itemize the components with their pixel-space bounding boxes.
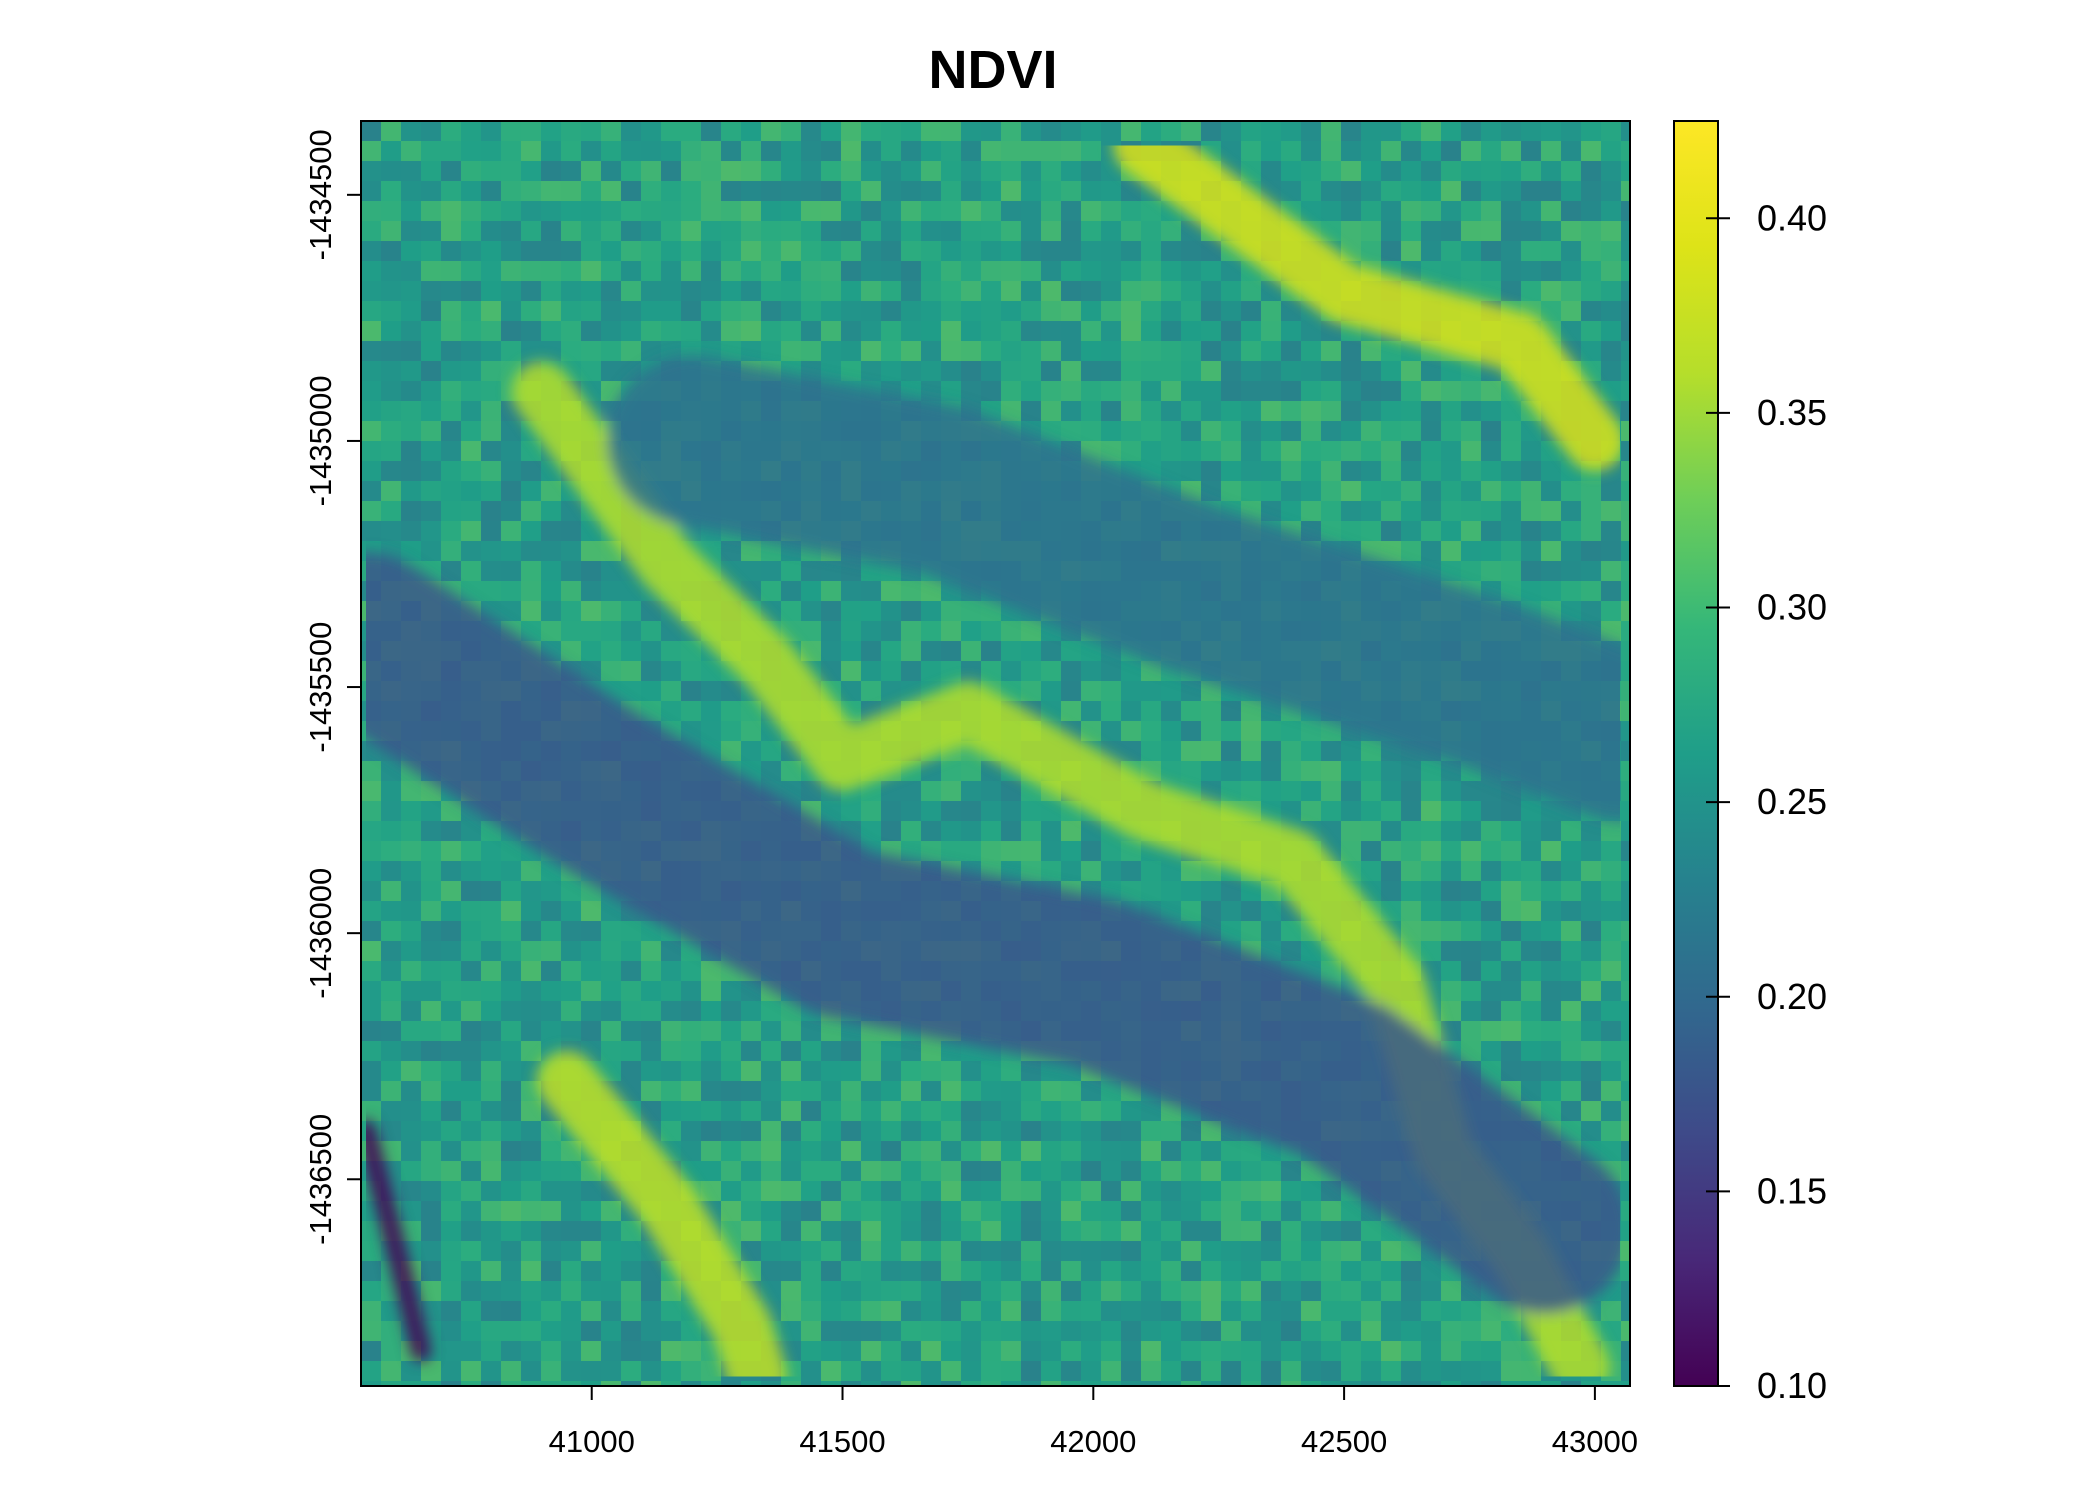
raster-feature (361, 1120, 432, 1362)
colorbar-tick-label: 0.15 (1757, 1170, 1827, 1211)
x-tick-label: 42500 (1301, 1424, 1387, 1459)
x-tick-label: 43000 (1552, 1424, 1638, 1459)
x-axis: 41000 41500 42000 42500 43000 (549, 1385, 1638, 1459)
colorbar-tick-label: 0.25 (1757, 781, 1827, 822)
colorbar-tick-label: 0.40 (1757, 197, 1827, 238)
colorbar-tick-label: 0.30 (1757, 587, 1827, 628)
raster-features (361, 121, 1630, 1386)
colorbar-tick-label: 0.35 (1757, 392, 1827, 433)
y-tick-label: -1435500 (303, 622, 338, 753)
raster-feature (361, 552, 1630, 1314)
chart-title: NDVI (928, 40, 1057, 100)
x-tick-label: 42000 (1050, 1424, 1136, 1459)
x-tick-label: 41500 (799, 1424, 885, 1459)
colorbar-legend: 0.10 0.15 0.20 0.25 0.30 0.35 0.40 (1673, 120, 1827, 1406)
raster-feature (607, 355, 1630, 822)
y-tick-label: -1435000 (303, 375, 338, 506)
x-tick-label: 41000 (549, 1424, 635, 1459)
colorbar-tick-label: 0.10 (1757, 1365, 1827, 1406)
colorbar-tick-label: 0.20 (1757, 976, 1827, 1017)
y-axis: -1434500 -1435000 -1435500 -1436000 -1436500 (303, 129, 362, 1245)
y-tick-label: -1436000 (303, 868, 338, 999)
y-tick-label: -1436500 (303, 1114, 338, 1245)
raster-feature (536, 1050, 788, 1386)
y-tick-label: -1434500 (303, 129, 338, 260)
raster-feature (1113, 121, 1625, 471)
colorbar (1673, 120, 1719, 1387)
ndvi-raster (361, 121, 1630, 1386)
